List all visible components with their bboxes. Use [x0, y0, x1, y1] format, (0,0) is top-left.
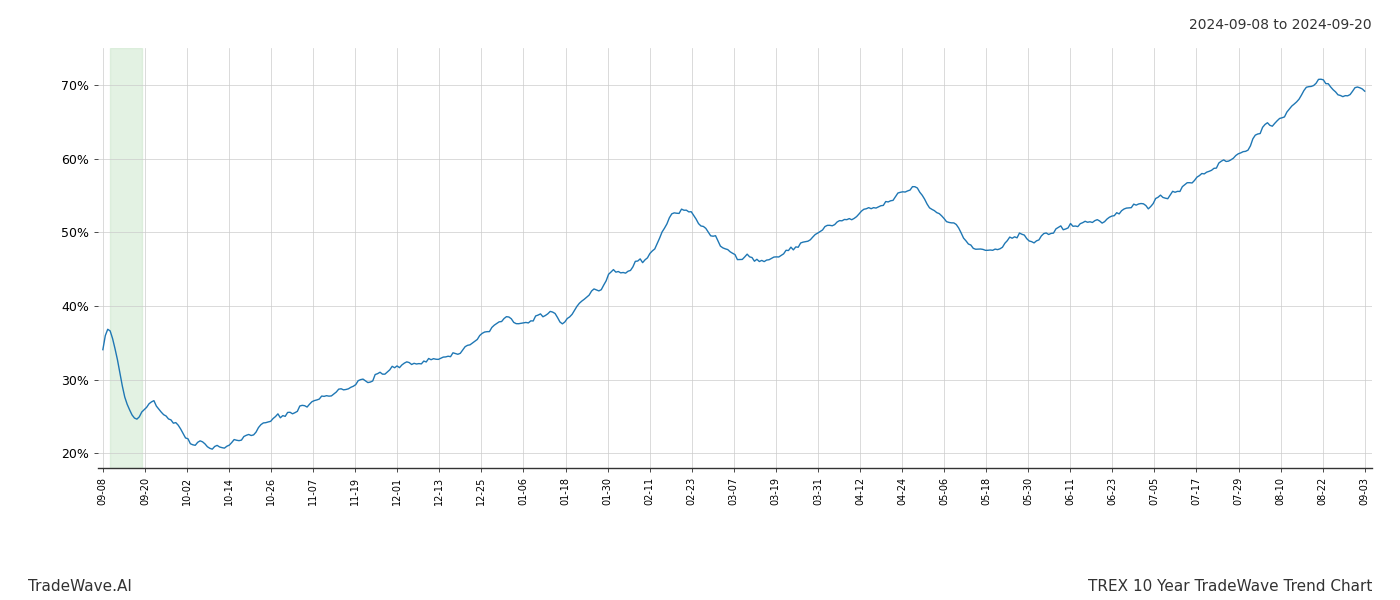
Text: TradeWave.AI: TradeWave.AI — [28, 579, 132, 594]
Text: 2024-09-08 to 2024-09-20: 2024-09-08 to 2024-09-20 — [1190, 18, 1372, 32]
Bar — [111, 48, 141, 468]
Text: TREX 10 Year TradeWave Trend Chart: TREX 10 Year TradeWave Trend Chart — [1088, 579, 1372, 594]
